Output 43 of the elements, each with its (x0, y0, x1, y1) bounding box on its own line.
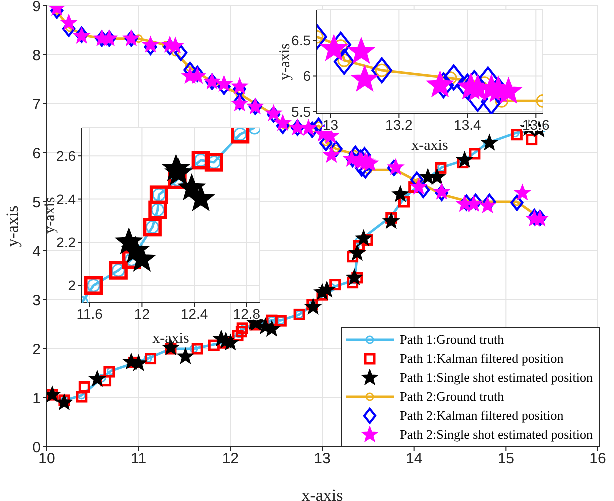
legend-label: Path 1:Single shot estimated position (400, 370, 593, 386)
y-axis-title: y-axis (42, 197, 58, 234)
y-tick-label: 2.2 (56, 234, 76, 250)
x-tick-label: 16 (590, 450, 606, 468)
y-tick-label: 8 (32, 47, 41, 64)
y-tick-label: 4 (32, 243, 41, 260)
x-tick-label: 11 (131, 450, 147, 468)
x-axis-title: x-axis (302, 486, 344, 501)
y-tick-label: 0 (32, 439, 41, 456)
y-tick-label: 1 (32, 390, 41, 408)
y-tick-label: 2.4 (56, 191, 76, 208)
legend-label: Path 2:Kalman filtered position (400, 408, 564, 424)
legend-label: Path 1:Kalman filtered position (400, 350, 564, 366)
y-tick-label: 6 (303, 68, 312, 84)
x-tick-label: 12.8 (233, 306, 261, 322)
legend-label: Path 1:Ground truth (400, 332, 504, 348)
x-tick-label: 11.6 (76, 306, 104, 322)
y-tick-label: 2 (32, 341, 41, 358)
y-tick-label: 5 (32, 194, 41, 212)
x-axis-title: x-axis (152, 331, 190, 347)
legend-label: Path 2:Ground truth (400, 388, 504, 404)
x-tick-label: 13.4 (454, 116, 482, 133)
x-tick-label: 12.4 (180, 306, 208, 322)
y-tick-label: 2 (68, 278, 76, 294)
x-tick-label: 13 (322, 116, 339, 133)
x-tick-label: 10 (38, 450, 56, 468)
y-tick-label: 9 (32, 0, 41, 16)
x-tick-label: 13.2 (386, 116, 414, 133)
x-tick-label: 15 (498, 450, 515, 468)
x-tick-label: 14 (406, 450, 423, 468)
y-tick-label: 3 (32, 292, 41, 310)
y-axis-title: y-axis (3, 206, 22, 248)
x-axis-title: x-axis (412, 138, 448, 154)
y-tick-label: 6 (32, 145, 41, 162)
y-tick-label: 7 (32, 96, 41, 114)
x-tick-label: 13 (314, 450, 331, 468)
x-tick-label: 12 (222, 450, 240, 468)
y-tick-label: 2.6 (56, 148, 76, 164)
y-tick-label: 5.5 (292, 104, 312, 120)
y-axis-title: y-axis (277, 44, 294, 80)
y-tick-label: 6.5 (292, 32, 312, 49)
legend-label: Path 2:Single shot estimated position (400, 426, 593, 442)
x-tick-label: 12 (134, 306, 150, 322)
